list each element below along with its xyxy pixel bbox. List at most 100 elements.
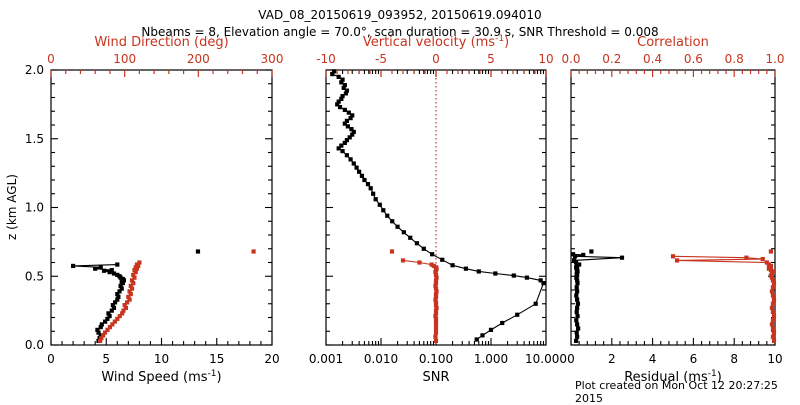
xtick-label: 2 xyxy=(608,352,616,366)
data-point-vertical-velocity xyxy=(433,316,439,321)
data-point-residual xyxy=(574,293,579,298)
data-point-snr xyxy=(341,85,346,90)
data-point-snr xyxy=(340,149,345,154)
data-point-wind-speed xyxy=(112,300,118,305)
panel-3-top-axis-title: Correlation xyxy=(637,35,709,50)
data-point-vertical-velocity xyxy=(433,334,438,339)
panel-1-x-axis-title: Wind Speed (ms-1) xyxy=(101,369,221,385)
data-point-snr xyxy=(348,157,353,162)
data-point-wind-speed xyxy=(105,316,110,321)
plot-footer-timestamp: Plot created on Mon Oct 12 20:27:25 2015 xyxy=(575,379,778,405)
data-point-vertical-velocity xyxy=(433,338,439,343)
data-point-snr xyxy=(533,301,538,306)
data-point-vertical-velocity xyxy=(433,319,439,324)
xtick-top-label: 0.2 xyxy=(602,52,621,66)
data-point-snr xyxy=(348,116,353,121)
data-point-vertical-velocity xyxy=(433,294,439,299)
data-point-snr xyxy=(344,138,350,143)
y-axis-title: z (km AGL) xyxy=(5,174,19,240)
data-point-snr xyxy=(349,127,354,132)
data-point-snr xyxy=(350,113,355,118)
xtick-top-label: 0 xyxy=(47,52,55,66)
data-point-residual xyxy=(581,252,586,258)
data-point-wind-direction xyxy=(129,278,135,283)
data-point-correlation xyxy=(764,260,769,265)
data-point-wind-direction xyxy=(115,316,120,321)
data-point-snr xyxy=(344,118,350,123)
data-point-residual xyxy=(574,330,579,335)
data-point-snr xyxy=(330,72,335,77)
data-point-wind-speed xyxy=(93,266,98,271)
data-point-snr xyxy=(337,105,343,110)
data-point-vertical-velocity xyxy=(433,283,438,288)
data-point-snr xyxy=(377,202,382,207)
data-point-vertical-velocity xyxy=(433,314,438,319)
data-point-snr xyxy=(339,143,344,148)
xtick-label: 4 xyxy=(649,352,657,366)
data-point-wind-direction xyxy=(101,333,106,338)
xtick-top-label: 200 xyxy=(187,52,210,66)
data-point-wind-direction xyxy=(132,267,137,273)
data-point-snr xyxy=(480,333,485,338)
data-point-snr xyxy=(365,182,371,187)
data-point-wind-direction xyxy=(127,297,132,302)
data-point-snr xyxy=(476,269,481,274)
data-point-residual xyxy=(574,318,579,323)
series-line-correlation xyxy=(672,255,775,342)
data-point-wind-speed xyxy=(119,286,124,291)
data-point-wind-speed xyxy=(115,292,120,297)
data-point-vertical-velocity xyxy=(433,308,439,313)
data-point-correlation xyxy=(771,330,777,335)
data-point-snr xyxy=(493,271,498,276)
data-point-snr xyxy=(339,96,344,101)
data-point-vertical-velocity xyxy=(433,297,438,302)
data-point-wind-speed xyxy=(103,319,108,324)
data-point-residual xyxy=(576,326,581,331)
data-point-vertical-velocity xyxy=(417,260,422,265)
data-point-wind-direction xyxy=(120,311,125,316)
data-point-correlation xyxy=(770,334,776,339)
plot-title-line1: VAD_08_20150619_093952, 20150619.094010 xyxy=(258,8,542,22)
data-point-snr xyxy=(351,129,356,134)
data-point-snr xyxy=(430,252,435,257)
data-point-wind-direction xyxy=(131,281,136,286)
data-point-wind-speed xyxy=(96,330,101,335)
data-point-vertical-velocity xyxy=(433,330,439,335)
data-point-wind-speed xyxy=(107,270,112,275)
data-point-snr xyxy=(474,337,479,342)
data-point-correlation xyxy=(760,256,765,262)
xtick-top-label: -10 xyxy=(316,52,336,66)
data-point-wind-direction xyxy=(98,338,103,343)
data-point-wind-direction xyxy=(129,286,135,291)
data-point-wind-direction xyxy=(125,300,130,305)
data-point-wind-speed xyxy=(195,249,201,254)
data-point-vertical-velocity xyxy=(433,311,439,316)
data-point-snr xyxy=(340,77,345,82)
data-point-correlation xyxy=(768,249,774,254)
data-point-snr xyxy=(500,320,505,326)
data-point-wind-speed xyxy=(99,322,104,327)
series-line-vertical-velocity xyxy=(402,259,438,341)
data-point-correlation xyxy=(769,305,775,310)
data-point-wind-direction xyxy=(122,303,127,308)
data-point-wind-speed xyxy=(107,314,112,319)
data-point-wind-speed xyxy=(109,267,114,273)
xtick-label: 10 xyxy=(154,352,169,366)
data-point-residual xyxy=(575,281,580,286)
data-point-wind-speed xyxy=(120,276,125,282)
data-point-residual xyxy=(571,258,577,263)
data-point-snr xyxy=(524,275,530,280)
data-point-snr xyxy=(336,74,341,79)
ytick-label: 1.5 xyxy=(25,132,44,146)
data-point-snr xyxy=(408,235,413,240)
data-point-wind-speed xyxy=(101,268,107,273)
data-point-correlation xyxy=(744,255,749,260)
data-point-snr xyxy=(515,312,520,317)
xtick-label: 0 xyxy=(567,352,575,366)
data-point-vertical-velocity xyxy=(434,275,439,280)
data-point-wind-speed xyxy=(109,308,114,313)
data-point-snr xyxy=(342,107,347,112)
xtick-top-label: 0.0 xyxy=(561,52,580,66)
data-point-residual xyxy=(575,314,580,319)
data-point-vertical-velocity xyxy=(433,300,439,305)
